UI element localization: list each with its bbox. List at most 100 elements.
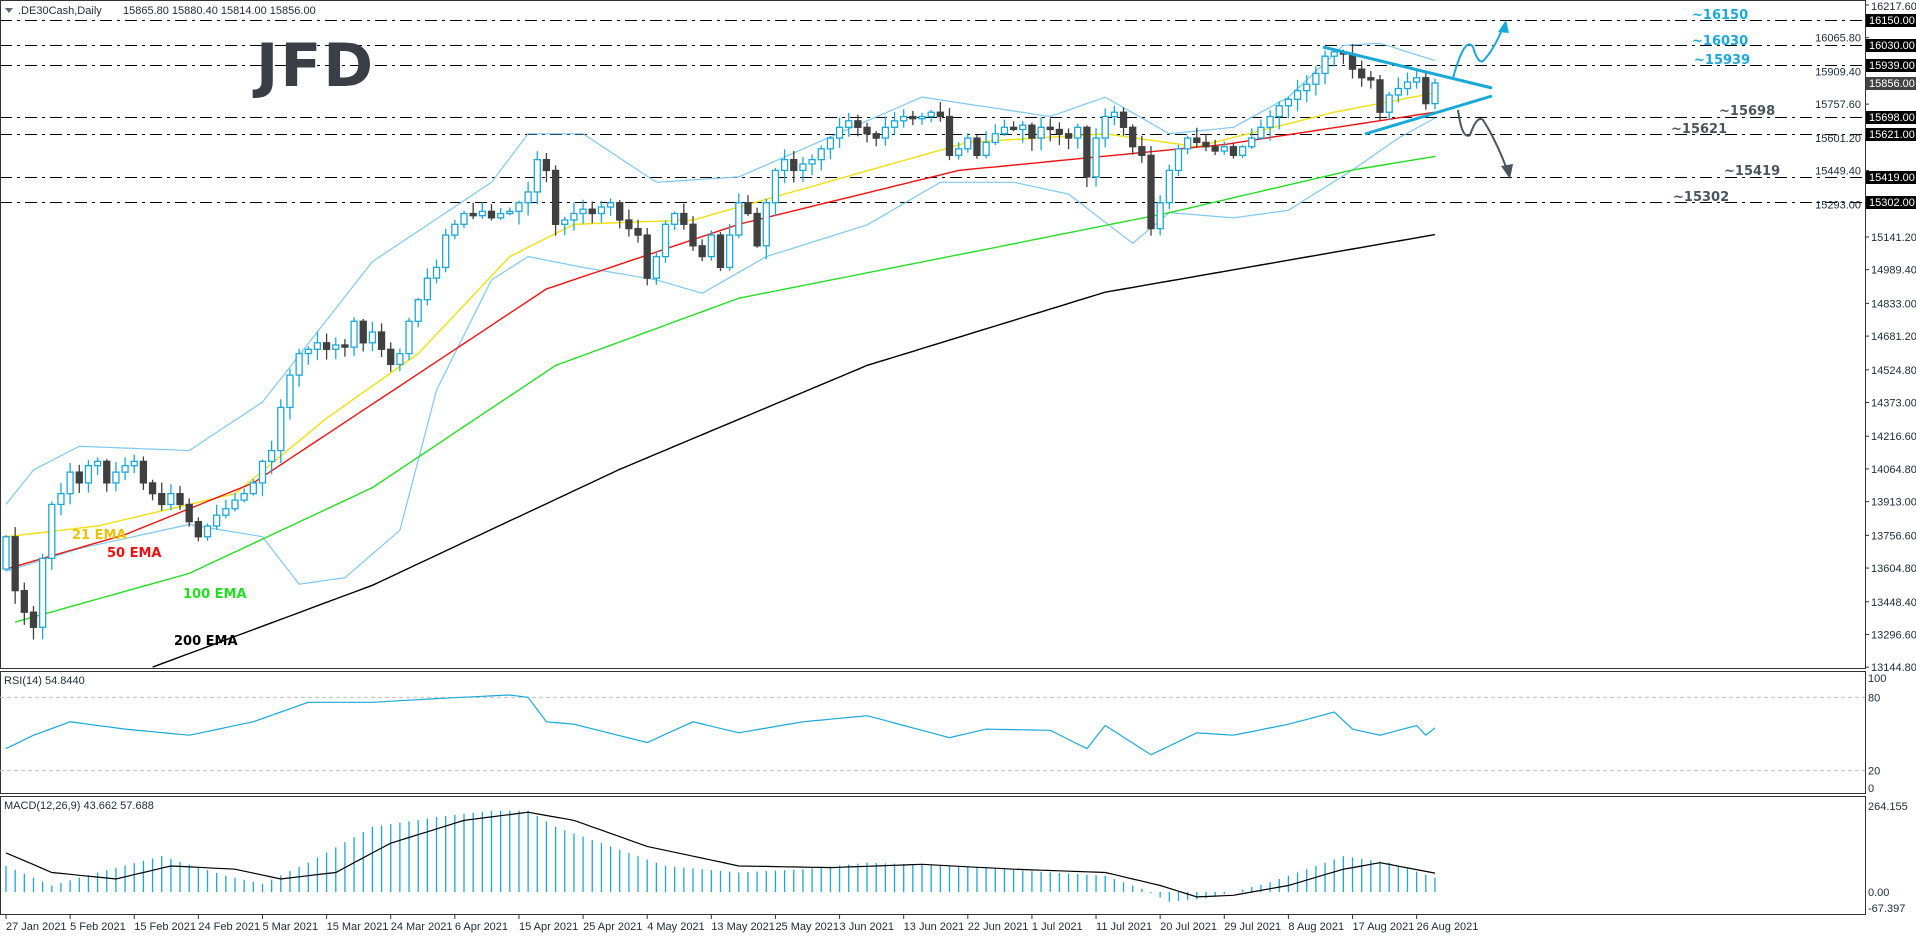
candle-body <box>1147 154 1155 230</box>
bull-candle <box>1303 75 1311 103</box>
bull-candle <box>240 488 248 503</box>
candle-body <box>771 169 780 204</box>
arrow-down-icon <box>1501 164 1513 179</box>
date-tick-label: 15 Feb 2021 <box>134 921 196 933</box>
bear-candle <box>139 456 148 491</box>
bull-candle <box>900 109 908 128</box>
date-tick-label: 1 Jul 2021 <box>1032 921 1083 933</box>
main-pane-border <box>0 0 1866 669</box>
candle-body <box>716 234 725 269</box>
candle-body <box>1312 72 1320 85</box>
candle-body <box>121 465 129 473</box>
tag-15419: 15419.00 <box>1866 171 1916 184</box>
candle-body <box>387 348 395 366</box>
candle-body <box>689 223 697 247</box>
candle-body <box>1238 146 1247 156</box>
tag-15939: 15939.00 <box>1866 59 1916 72</box>
bull-candle <box>561 216 569 236</box>
bull-candle <box>496 207 505 220</box>
candle-body <box>84 465 93 484</box>
bull-candle <box>707 230 715 261</box>
candle-body <box>551 169 560 225</box>
bull-candle <box>1321 50 1329 85</box>
bear-candle <box>716 232 725 272</box>
candle-body <box>1202 141 1210 148</box>
bull-candle <box>597 201 606 223</box>
bull-candle <box>1248 128 1256 150</box>
candle-body <box>1009 126 1018 131</box>
ema-lines <box>5 92 1436 668</box>
candle-body <box>625 219 633 230</box>
candle-body <box>240 493 248 501</box>
candles <box>2 43 1439 640</box>
candle-body <box>780 158 789 172</box>
bear-candle <box>469 202 477 220</box>
bear-candle <box>341 339 349 357</box>
tag-16030-text: 16030.00 <box>1869 40 1915 52</box>
bear-candle <box>973 134 981 159</box>
bear-candle <box>103 459 111 492</box>
candle-body <box>817 148 825 161</box>
candle-body <box>918 115 926 120</box>
candle-body <box>661 223 670 258</box>
candle-body <box>1348 53 1357 70</box>
bull-candle <box>121 457 129 481</box>
rsi-label: RSI(14) 54.8440 <box>4 675 85 687</box>
bull-candle <box>725 224 734 271</box>
date-tick-label: 26 Aug 2021 <box>1417 921 1479 933</box>
dropdown-triangle-icon[interactable] <box>5 8 13 13</box>
bollinger-bands <box>5 42 1436 585</box>
bull-candle <box>1257 119 1265 141</box>
bear-candle <box>1064 128 1073 150</box>
date-tick-label: 27 Jan 2021 <box>6 921 67 933</box>
price-tick-label: 15757.60 <box>1815 99 1861 111</box>
candle-body <box>854 120 862 128</box>
candle-body <box>1101 115 1109 139</box>
candle-body <box>991 133 999 144</box>
bull-candle <box>881 116 890 146</box>
candle-body <box>1211 146 1219 152</box>
candle-body <box>496 212 505 219</box>
candle-body <box>1257 126 1265 139</box>
candle-body <box>570 212 578 221</box>
candle-body <box>616 202 624 221</box>
bull-candle <box>808 154 816 176</box>
candle-body <box>66 471 74 495</box>
bull-candle <box>1385 91 1393 120</box>
bull-candle <box>93 457 102 475</box>
date-tick-label: 5 Feb 2021 <box>70 921 126 933</box>
candle-body <box>1220 146 1228 152</box>
macd-tick-label: 264.155 <box>1868 801 1908 813</box>
ema50-label: 50 EMA <box>107 546 162 561</box>
candle-body <box>460 212 468 225</box>
candle-body <box>213 514 221 527</box>
price-tick-label: 15909.40 <box>1815 66 1861 78</box>
candle-body <box>1165 169 1173 204</box>
bear-candle <box>753 207 761 248</box>
tag-15698-text: 15698.00 <box>1869 112 1915 124</box>
candle-body <box>1055 128 1064 135</box>
candle-body <box>1293 90 1302 100</box>
candle-body <box>1119 111 1128 128</box>
bull-candle <box>1238 144 1247 159</box>
candle-body <box>1412 77 1421 83</box>
candle-body <box>1284 98 1293 107</box>
price-tick-label: 16217.60 <box>1871 1 1916 13</box>
candle-body <box>1303 83 1311 92</box>
candle-body <box>148 482 157 495</box>
candle-body <box>1330 51 1338 57</box>
macd-label: MACD(12,26,9) 43.662 57.688 <box>4 800 154 812</box>
date-tick-label: 5 Mar 2021 <box>262 921 318 933</box>
candle-body <box>167 493 175 506</box>
candle-body <box>1321 55 1329 75</box>
bull-candle <box>286 368 294 420</box>
candle-body <box>872 133 880 139</box>
candle-body <box>1385 94 1393 113</box>
candle-body <box>1064 133 1073 139</box>
bear-candle <box>1046 118 1054 142</box>
candle-body <box>423 277 432 301</box>
price-tick-label: 15141.20 <box>1871 232 1916 244</box>
candle-body <box>634 227 642 236</box>
macd-signal-line <box>5 811 1436 898</box>
upper-trendline <box>1322 45 1493 90</box>
